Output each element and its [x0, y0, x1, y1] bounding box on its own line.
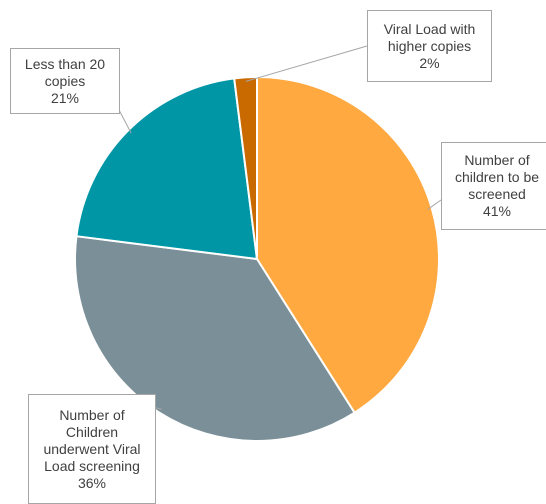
callout-line: Less than 20: [24, 55, 106, 72]
callout-line: Number of: [59, 406, 125, 423]
callout-less-than-20-copies: Less than 20 copies 21%: [10, 48, 120, 114]
callout-percent: 36%: [77, 474, 107, 491]
slice-children-to-be-screened: [256, 75, 440, 415]
callout-line: higher copies: [387, 37, 472, 54]
callout-line: underwent Viral: [43, 440, 141, 457]
callout-line: Load screening: [44, 457, 140, 474]
slice-less-than-20-copies: [75, 77, 259, 261]
callout-underwent-viral-load: Number of Children underwent Viral Load …: [28, 394, 156, 504]
slice-underwent-viral-load: [74, 235, 356, 442]
callout-percent: 21%: [50, 89, 80, 106]
leader-viral-load-higher-copies: [245, 45, 368, 82]
callout-viral-load-higher-copies: Viral Load with higher copies 2%: [367, 10, 492, 82]
callout-line: Viral Load with: [383, 20, 476, 37]
callout-children-to-be-screened: Number of children to be screened 41%: [441, 142, 546, 230]
callout-line: copies: [44, 72, 86, 89]
pie-slices: [74, 75, 440, 442]
leader-less-than-20-copies: [117, 107, 132, 134]
callout-line: Children: [65, 423, 119, 440]
callout-percent: 2%: [419, 54, 440, 71]
callout-line: Number of: [464, 152, 530, 168]
leader-children-to-be-screened: [427, 199, 442, 210]
callout-percent: 41%: [482, 203, 512, 219]
callout-line: screened: [468, 186, 526, 202]
slice-viral-load-higher-copies: [233, 75, 258, 260]
callout-line: children to be: [454, 169, 540, 185]
